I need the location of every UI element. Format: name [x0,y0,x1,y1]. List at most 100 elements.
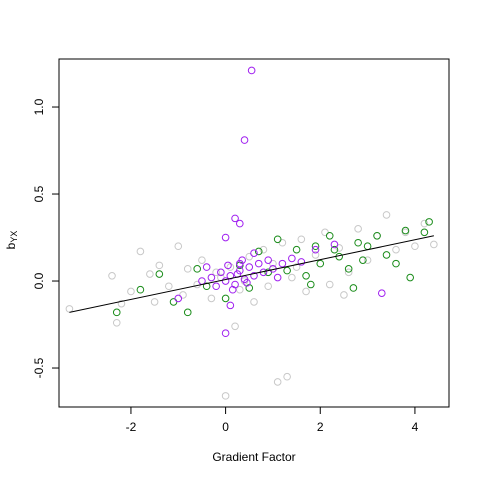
x-tick-label: -2 [126,420,137,434]
point [250,298,258,306]
point [344,265,353,273]
point [146,270,154,278]
point [212,268,220,277]
point [207,273,216,282]
point [344,268,353,277]
point [382,251,391,259]
point [212,282,220,291]
x-tick-label: 2 [317,420,324,434]
point [420,219,429,228]
point [363,256,372,264]
y-tick-label: 1.0 [32,98,46,115]
point [250,272,258,280]
point [112,308,121,317]
point [127,287,135,296]
point [221,277,230,285]
point [425,218,433,226]
point [250,249,258,257]
point [392,259,400,268]
point [321,228,329,237]
point [278,259,287,268]
point [221,294,230,303]
y-tick-label: 0.5 [32,185,46,202]
point [325,231,334,240]
point [311,242,320,251]
point [226,272,235,280]
point [221,233,230,242]
point [302,272,310,280]
fit-line [69,235,434,313]
point [340,291,348,299]
point [245,263,254,271]
x-tick-label: 0 [222,420,229,434]
point [117,299,126,308]
point [254,259,263,268]
point [136,247,145,256]
plot-frame [58,58,450,408]
point [430,240,438,249]
point [224,261,232,270]
point [349,284,358,292]
point [316,259,325,268]
point [183,308,192,317]
point [202,282,211,291]
point [228,285,237,294]
y-axis-label: bYX [4,231,19,250]
point [311,245,320,254]
point [283,266,291,275]
point [264,282,272,291]
point [325,280,334,289]
point [401,226,410,235]
y-tick-label: 0.0 [32,272,46,289]
point [283,372,291,381]
point [363,242,372,251]
point [406,273,414,282]
y-axis-label-subscript: YX [9,231,19,243]
point [221,329,230,338]
x-tick-label: 4 [412,420,419,434]
point [207,294,216,303]
point [297,235,306,244]
point [292,263,301,271]
point [231,214,239,223]
point [108,272,116,280]
point [420,228,429,237]
point [382,211,391,219]
point [297,258,306,266]
point [136,285,145,294]
point [273,235,282,244]
point [183,265,192,273]
point [155,270,164,278]
point [226,263,235,271]
point [231,322,239,331]
point [259,245,268,254]
point [240,136,249,144]
point [330,240,339,249]
point [273,378,282,386]
point [243,278,251,287]
point [245,252,254,261]
point [165,282,173,291]
point [306,280,315,289]
point [373,231,381,240]
point [302,287,310,296]
point [193,265,202,273]
point [155,261,164,270]
point [217,268,225,277]
point [247,66,256,75]
point [354,225,362,233]
point [330,245,339,254]
x-axis-label: Gradient Factor [212,450,295,464]
point [264,256,272,264]
point [202,263,211,271]
point [198,277,206,285]
y-axis-label-main: b [4,242,18,249]
point [278,238,287,247]
point [292,245,301,254]
point [112,318,121,327]
point [226,301,235,310]
point [411,242,419,251]
point [150,298,159,306]
point [221,392,230,400]
